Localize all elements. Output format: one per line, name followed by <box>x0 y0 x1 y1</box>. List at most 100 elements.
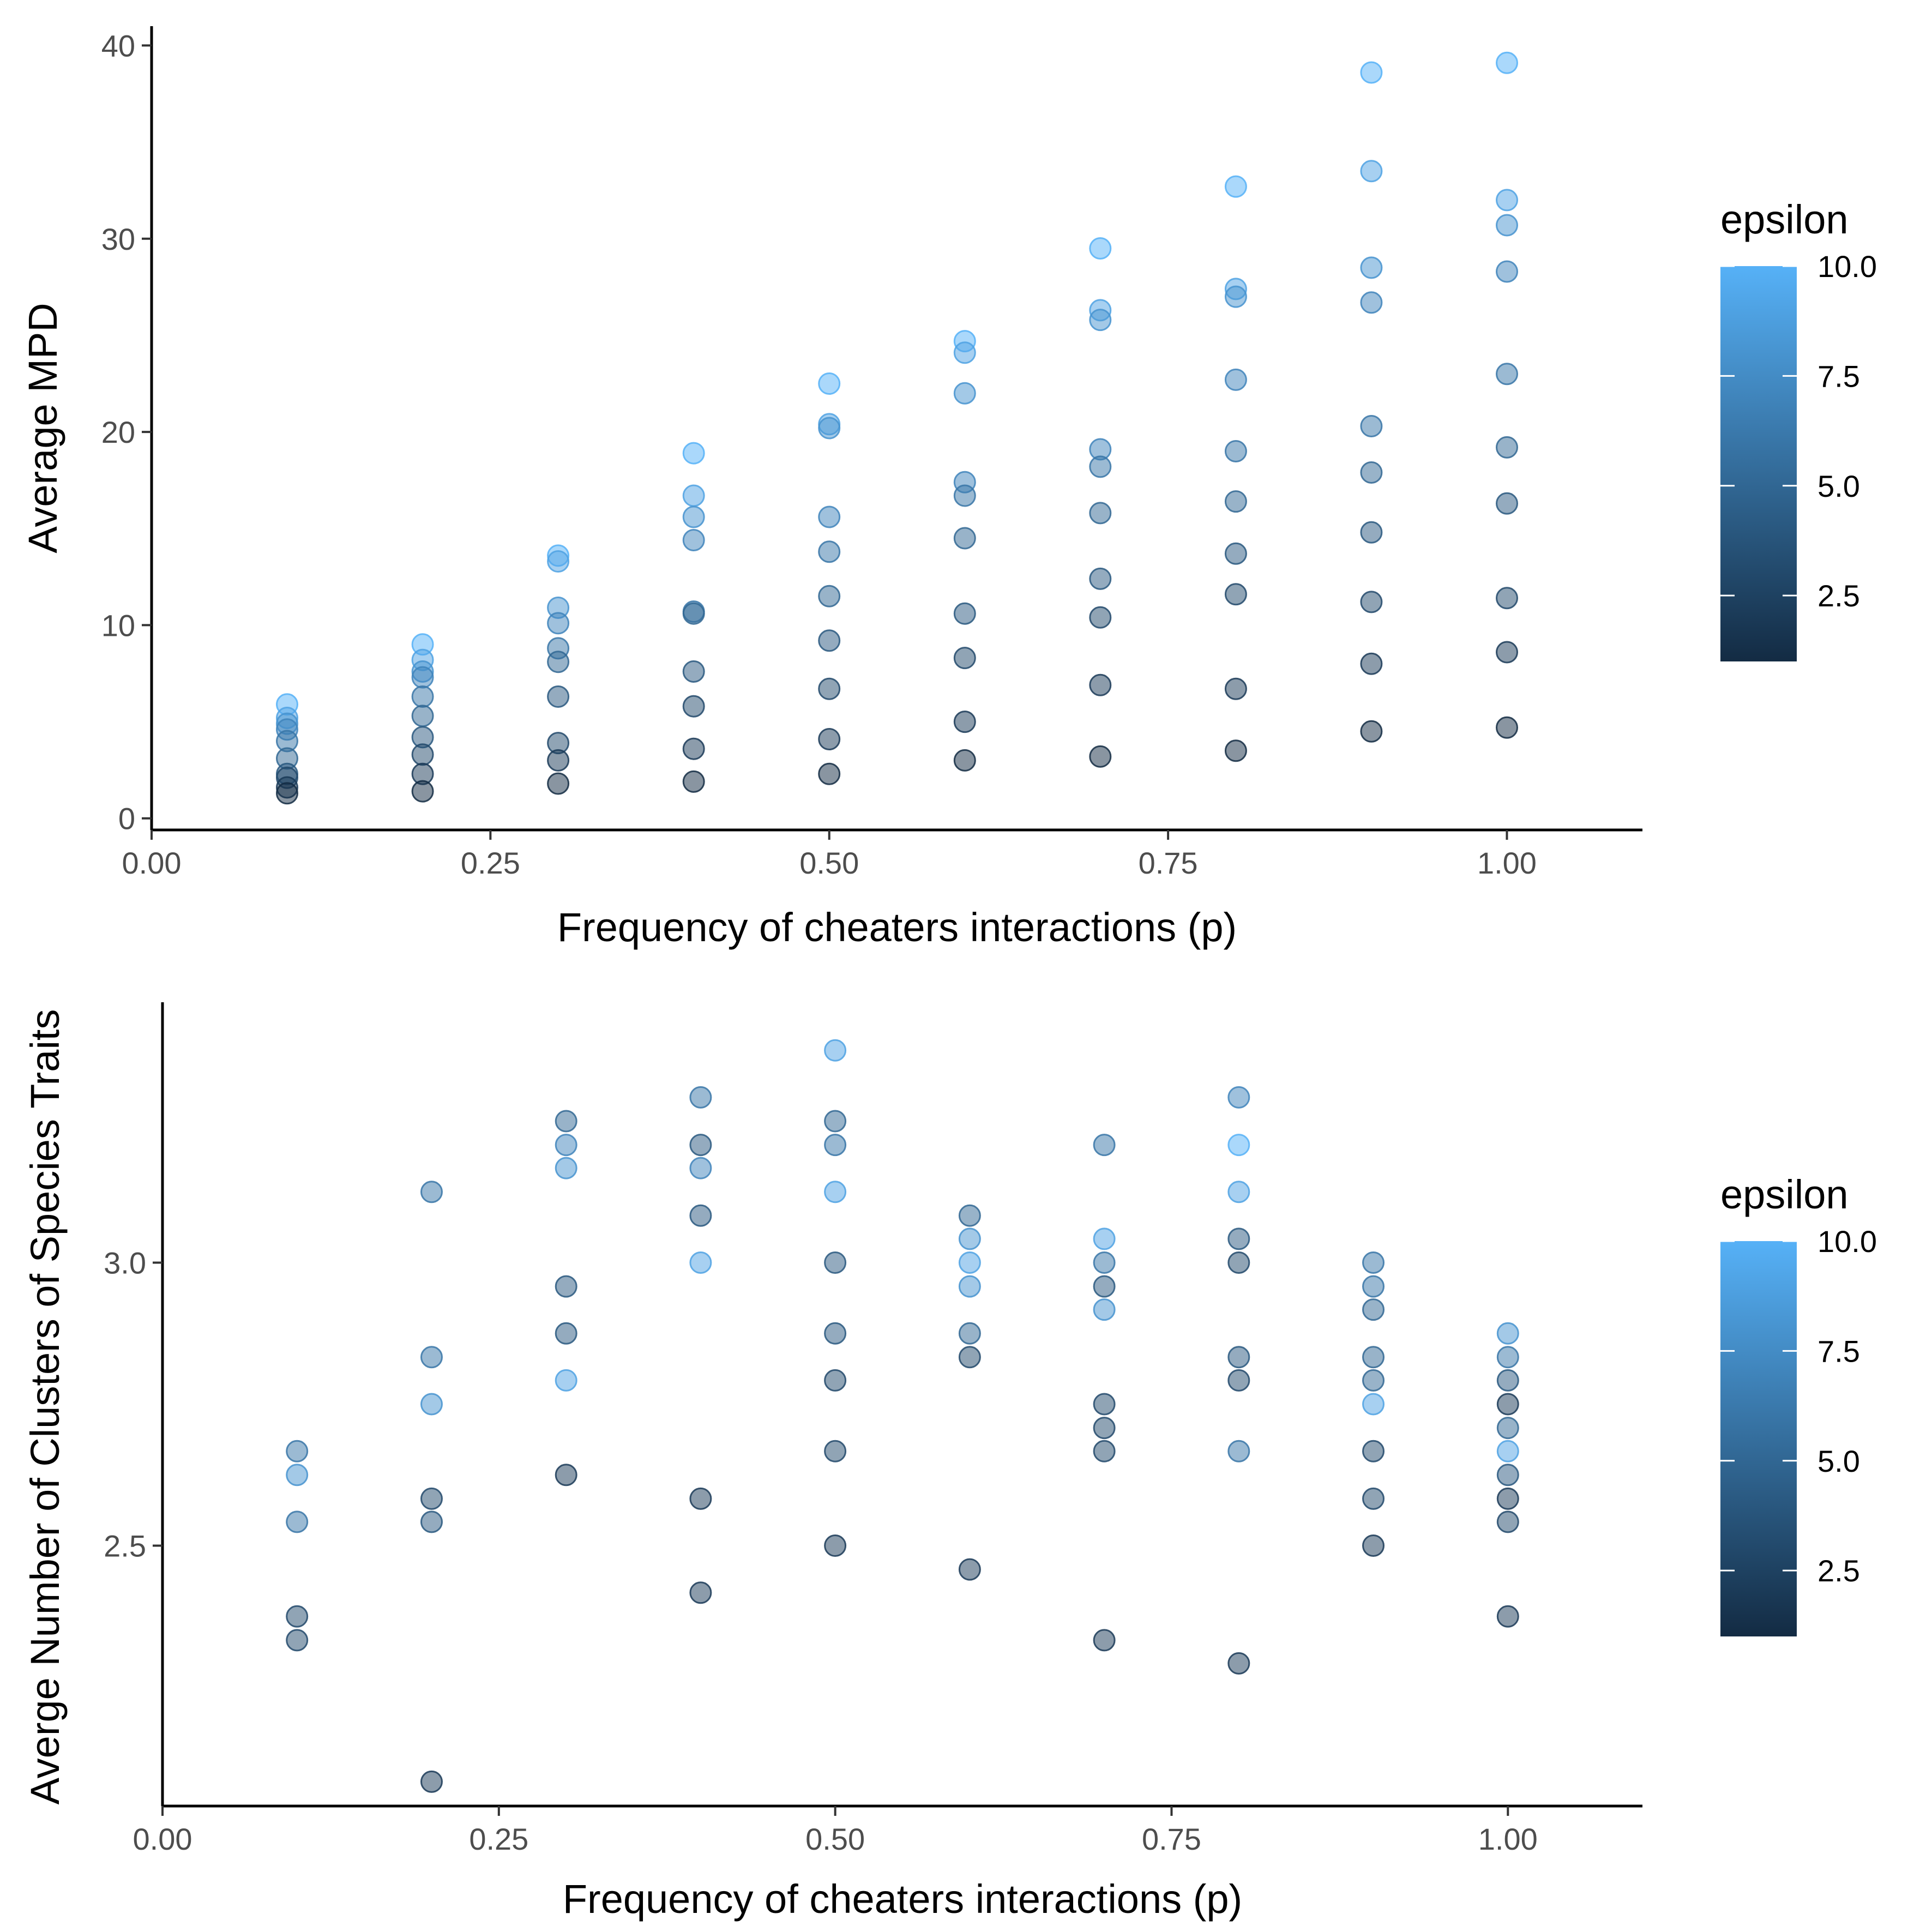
scatter-point <box>1227 1181 1250 1203</box>
scatter-point <box>818 677 841 700</box>
scatter-point <box>824 1534 847 1557</box>
scatter-point <box>818 585 841 607</box>
scatter-point <box>420 1393 443 1416</box>
scatter-point <box>1496 214 1518 237</box>
scatter-point <box>824 1039 847 1062</box>
scatter-point <box>1089 502 1112 525</box>
scatter-point <box>953 602 976 625</box>
x-tick-label: 0.50 <box>805 1822 865 1856</box>
legend-tick-label: 10.0 <box>1817 1224 1877 1259</box>
scatter-point <box>1496 587 1518 610</box>
scatter-point <box>276 782 298 805</box>
scatter-point <box>420 1510 443 1533</box>
scatter-point <box>958 1251 981 1274</box>
scatter-point <box>682 484 705 507</box>
scatter-point <box>1227 1227 1250 1250</box>
legend-ticks-clusters: 2.5 5.0 7.5 10.0 <box>1720 1224 1877 1588</box>
scatter-point <box>953 711 976 733</box>
scatter-point <box>953 484 976 507</box>
scatter-point <box>411 705 434 727</box>
scatter-point <box>953 527 976 550</box>
legend-tick-label: 2.5 <box>1817 579 1860 613</box>
scatter-point <box>1496 189 1518 212</box>
scatter-point <box>1362 1487 1385 1510</box>
scatter-point <box>411 685 434 708</box>
x-tick-label: 1.00 <box>1478 1822 1538 1856</box>
legend-tick-label: 2.5 <box>1817 1554 1860 1588</box>
chart-mpd: 0.00 0.25 0.50 0.75 1.00 0 10 20 30 40 Frequency… <box>20 26 1877 950</box>
y-tick-label: 30 <box>101 222 135 256</box>
legend-clusters: epsilon 2.5 5.0 7.5 10.0 <box>1720 1172 1877 1636</box>
scatter-point <box>824 1369 847 1392</box>
scatter-point <box>1227 1086 1250 1109</box>
y-tick-label: 3.0 <box>104 1245 146 1280</box>
scatter-point <box>958 1275 981 1298</box>
x-tick-label: 0.25 <box>469 1822 528 1856</box>
y-tick-label: 2.5 <box>104 1529 146 1563</box>
y-axis-title-clusters: Averge Number of Clusters of Species Tra… <box>22 1009 68 1805</box>
scatter-point <box>555 1322 577 1345</box>
y-ticks-mpd: 0 10 20 30 40 <box>101 28 152 836</box>
scatter-point <box>1360 591 1383 613</box>
scatter-point <box>1089 455 1112 478</box>
scatter-point <box>1224 677 1247 700</box>
legend-tick-label: 7.5 <box>1817 1334 1860 1368</box>
scatter-point <box>1227 1652 1250 1675</box>
scatter-point <box>818 629 841 652</box>
scatter-point <box>411 780 434 803</box>
scatter-point <box>958 1322 981 1345</box>
scatter-point <box>689 1251 712 1274</box>
scatter-point <box>547 772 570 795</box>
scatter-point <box>1496 1440 1519 1462</box>
scatter-point <box>689 1204 712 1227</box>
scatter-point <box>818 728 841 750</box>
x-tick-label: 0.75 <box>1142 1822 1201 1856</box>
scatter-point <box>1360 415 1383 437</box>
x-tick-label: 0.00 <box>133 1822 192 1856</box>
scatter-point <box>411 743 434 766</box>
scatter-point <box>689 1134 712 1157</box>
scatter-point <box>1496 1346 1519 1369</box>
scatter-point <box>824 1322 847 1345</box>
scatter-point <box>1224 542 1247 565</box>
scatter-point <box>547 651 570 673</box>
scatter-point <box>689 1487 712 1510</box>
scatter-point <box>1224 739 1247 762</box>
scatter-point <box>547 749 570 772</box>
scatter-point <box>1224 175 1247 198</box>
scatter-point <box>555 1157 577 1179</box>
scatter-point <box>1362 1275 1385 1298</box>
scatter-point <box>824 1440 847 1462</box>
scatter-point <box>1089 673 1112 696</box>
scatter-point <box>1224 583 1247 606</box>
scatter-point <box>958 1227 981 1250</box>
scatter-point <box>1362 1369 1385 1392</box>
x-tick-label: 0.75 <box>1139 846 1198 880</box>
scatter-point <box>1224 285 1247 308</box>
scatter-point <box>1496 641 1518 664</box>
x-tick-label: 0.25 <box>461 846 520 880</box>
scatter-point <box>1362 1251 1385 1274</box>
scatter-point <box>1360 291 1383 314</box>
scatter-point <box>1227 1346 1250 1369</box>
legend-title-clusters: epsilon <box>1720 1172 1849 1217</box>
scatter-point <box>689 1157 712 1179</box>
scatter-point <box>420 1346 443 1369</box>
scatter-point <box>682 737 705 760</box>
scatter-point <box>1093 1134 1116 1157</box>
scatter-point <box>286 1464 309 1486</box>
scatter-point <box>1496 492 1518 515</box>
legend-tick-label: 5.0 <box>1817 469 1860 503</box>
scatter-point <box>1089 567 1112 590</box>
points-mpd <box>276 51 1518 805</box>
scatter-point <box>286 1510 309 1533</box>
legend-title-mpd: epsilon <box>1720 197 1849 242</box>
scatter-point <box>818 540 841 563</box>
scatter-point <box>1362 1298 1385 1321</box>
scatter-point <box>1496 363 1518 386</box>
legend-colorbar-clusters <box>1720 1241 1797 1636</box>
legend-colorbar-mpd <box>1720 266 1797 661</box>
scatter-point <box>689 1086 712 1109</box>
scatter-point <box>1089 606 1112 629</box>
x-ticks-clusters: 0.00 0.25 0.50 0.75 1.00 <box>133 1806 1538 1856</box>
